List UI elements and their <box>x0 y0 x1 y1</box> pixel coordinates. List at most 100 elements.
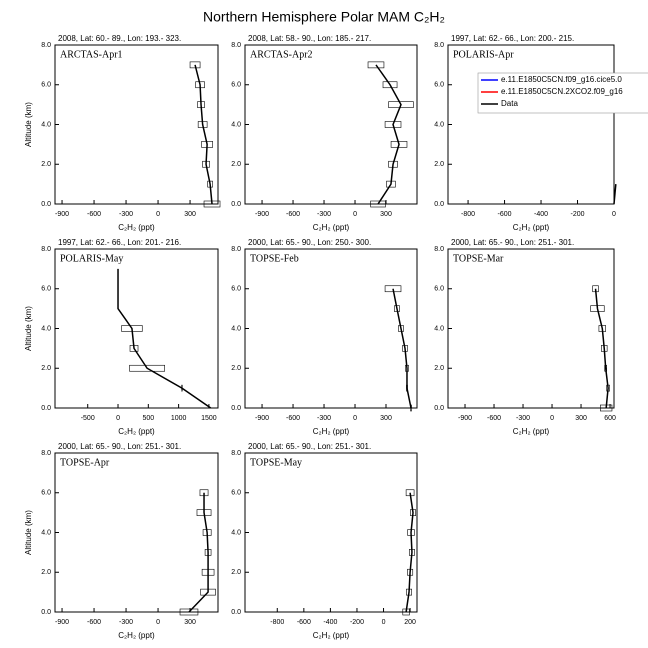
x-tick-label: -900 <box>55 619 69 626</box>
legend-label: e.11.E1850C5CN.f09_g16.cice5.0 <box>501 75 622 84</box>
y-tick-label: 2.0 <box>41 161 51 168</box>
x-tick-label: -200 <box>571 211 585 218</box>
panel: 2000, Lat: 65.- 90., Lon: 251.- 301. TOPS… <box>24 442 219 640</box>
range-box <box>367 61 385 69</box>
y-tick-label: 6.0 <box>41 490 51 497</box>
x-tick-label: 500 <box>142 415 154 422</box>
x-axis-label: C₂H₂ (ppt) <box>513 427 550 436</box>
range-box <box>207 180 213 188</box>
range-box <box>181 384 183 392</box>
y-tick-label: 0.0 <box>231 201 241 208</box>
profile-line <box>594 288 609 409</box>
range-box <box>398 325 404 332</box>
panel-label: ARCTAS-Apr1 <box>60 49 123 60</box>
range-box <box>129 364 165 372</box>
panel-label: TOPSE-Apr <box>60 457 110 468</box>
y-tick-label: 2.0 <box>41 365 51 372</box>
x-tick-label: 600 <box>604 415 616 422</box>
y-tick-label: 2.0 <box>231 365 241 372</box>
plot-frame <box>54 452 219 613</box>
x-tick-label: 0 <box>156 619 160 626</box>
y-axis-label: Altitude (km) <box>24 102 33 147</box>
x-tick-label: 0 <box>382 619 386 626</box>
y-tick-label: 8.0 <box>41 450 51 457</box>
x-tick-label: 300 <box>575 415 587 422</box>
range-box <box>390 141 408 148</box>
x-axis-label: C₂H₂ (ppt) <box>313 631 350 640</box>
x-tick-label: -900 <box>255 211 269 218</box>
range-box <box>604 364 607 372</box>
x-tick-label: 0 <box>353 415 357 422</box>
panel: 1997, Lat: 62.- 66., Lon: 201.- 216. POLA… <box>24 238 219 436</box>
panel-header: 2008, Lat: 58.- 90., Lon: 185.- 217. <box>248 34 371 43</box>
x-tick-label: -600 <box>498 211 512 218</box>
range-box <box>382 81 398 89</box>
x-axis-label: C₂H₂ (ppt) <box>313 223 350 232</box>
range-box <box>201 568 215 576</box>
range-box <box>601 345 608 352</box>
range-box <box>386 180 396 188</box>
range-box <box>606 384 610 392</box>
plot-frame <box>54 44 219 205</box>
range-box <box>405 489 415 497</box>
y-tick-label: 8.0 <box>231 246 241 253</box>
range-box <box>598 325 606 332</box>
range-box <box>199 489 209 497</box>
range-box <box>408 549 415 556</box>
range-box <box>590 305 605 312</box>
profile-line <box>188 492 209 613</box>
panel: 2000, Lat: 65.- 90., Lon: 251.- 301. TOPS… <box>434 238 616 436</box>
y-tick-label: 0.0 <box>41 201 51 208</box>
panel: 1997, Lat: 62.- 66., Lon: 200.- 215. POLA… <box>434 34 648 232</box>
y-tick-label: 6.0 <box>434 82 444 89</box>
legend-label: Data <box>501 99 518 108</box>
y-tick-label: 8.0 <box>434 246 444 253</box>
x-axis-label: C₂H₂ (ppt) <box>118 223 155 232</box>
panel-header: 1997, Lat: 62.- 66., Lon: 201.- 216. <box>58 238 181 247</box>
range-box <box>197 101 205 108</box>
y-axis-label: Altitude (km) <box>24 306 33 351</box>
panel: 2000, Lat: 65.- 90., Lon: 250.- 300. TOPS… <box>231 238 418 436</box>
range-box <box>410 404 412 412</box>
x-tick-label: 0 <box>116 415 120 422</box>
y-tick-label: 2.0 <box>434 365 444 372</box>
range-box <box>402 345 408 352</box>
plot-frame <box>244 452 418 613</box>
range-box <box>121 325 143 332</box>
range-box <box>201 141 213 148</box>
x-tick-label: 200 <box>404 619 416 626</box>
x-tick-label: 0 <box>353 211 357 218</box>
x-tick-label: 300 <box>184 211 196 218</box>
panel-label: TOPSE-Feb <box>250 253 299 264</box>
panel-header: 2000, Lat: 65.- 90., Lon: 251.- 301. <box>451 238 574 247</box>
x-tick-label: -300 <box>317 211 331 218</box>
x-tick-label: -300 <box>119 619 133 626</box>
profile-line <box>405 492 414 613</box>
range-box <box>197 121 208 128</box>
range-box <box>196 509 212 516</box>
y-tick-label: 4.0 <box>41 529 51 536</box>
y-tick-label: 8.0 <box>41 246 51 253</box>
x-tick-label: -800 <box>270 619 284 626</box>
panel-header: 1997, Lat: 62.- 66., Lon: 200.- 215. <box>451 34 574 43</box>
x-tick-label: -400 <box>323 619 337 626</box>
y-tick-label: 2.0 <box>41 569 51 576</box>
x-tick-label: -600 <box>286 211 300 218</box>
panel: 2008, Lat: 60.- 89., Lon: 193.- 323. ARCT… <box>24 34 221 232</box>
x-tick-label: 0 <box>156 211 160 218</box>
panel: 2008, Lat: 58.- 90., Lon: 185.- 217. ARCT… <box>231 34 418 232</box>
y-tick-label: 8.0 <box>231 450 241 457</box>
panel-label: TOPSE-May <box>250 457 302 468</box>
range-box <box>202 160 210 168</box>
y-tick-label: 4.0 <box>434 121 444 128</box>
plot-frame <box>447 44 615 205</box>
plot-frame <box>447 248 615 409</box>
x-tick-label: 300 <box>380 415 392 422</box>
panel-header: 2008, Lat: 60.- 89., Lon: 193.- 323. <box>58 34 181 43</box>
panel-label: TOPSE-Mar <box>453 253 504 264</box>
range-box <box>407 529 415 536</box>
range-box <box>384 285 402 293</box>
x-tick-label: -600 <box>87 211 101 218</box>
x-axis-label: C₂H₂ (ppt) <box>118 631 155 640</box>
